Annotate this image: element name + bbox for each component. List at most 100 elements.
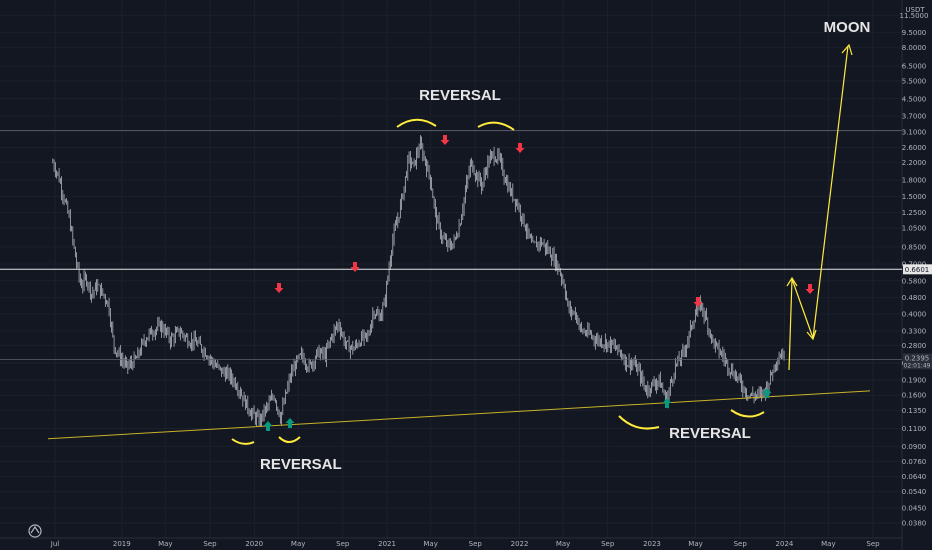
time-tick-label: 2019 bbox=[113, 540, 131, 548]
price-tick-label: 0.0900 bbox=[902, 443, 927, 451]
curve-top-1 bbox=[396, 118, 437, 128]
annotation-moon: MOON bbox=[824, 19, 871, 36]
price-tick-label: 6.5000 bbox=[902, 63, 927, 71]
time-tick-label: May bbox=[423, 540, 437, 548]
price-tick-label: 0.0380 bbox=[902, 519, 927, 527]
up-arrow bbox=[762, 388, 772, 398]
price-tick-label: 1.8000 bbox=[902, 177, 927, 185]
arrow-shaft bbox=[288, 423, 292, 428]
projection-path[interactable] bbox=[788, 45, 849, 371]
down-arrow bbox=[693, 297, 703, 307]
arrow-shaft bbox=[266, 426, 270, 431]
currency-label: USDT bbox=[905, 6, 925, 14]
up-arrow bbox=[285, 418, 295, 428]
price-tick-label: 0.1600 bbox=[902, 392, 927, 400]
time-tick-label: May bbox=[291, 540, 305, 548]
price-tick-label: 0.5800 bbox=[902, 277, 927, 285]
price-tick-label: 0.0450 bbox=[902, 504, 927, 512]
current-price-badge bbox=[903, 353, 932, 370]
time-tick-label: Sep bbox=[336, 540, 350, 548]
price-tick-label: 3.1000 bbox=[902, 128, 927, 136]
arrow-shaft bbox=[808, 284, 812, 289]
arrow-head bbox=[693, 302, 703, 307]
arrow-head bbox=[285, 418, 295, 423]
curve-bottom-1 bbox=[231, 438, 255, 445]
price-tick-label: 0.0760 bbox=[902, 458, 927, 466]
bar-countdown-label: 02:01:49 bbox=[904, 362, 931, 369]
arrow-shaft bbox=[665, 403, 669, 408]
level-price-label: 0.6601 bbox=[905, 266, 930, 274]
down-arrow bbox=[515, 143, 525, 153]
arrow-shaft bbox=[277, 283, 281, 288]
down-arrow bbox=[274, 283, 284, 293]
price-tick-label: 3.7000 bbox=[902, 113, 927, 121]
price-tick-label: 4.5000 bbox=[902, 95, 927, 103]
price-tick-label: 0.4000 bbox=[902, 310, 927, 318]
price-tick-label: 0.1100 bbox=[902, 425, 927, 433]
arrow-head bbox=[662, 398, 672, 403]
price-tick-label: 0.2800 bbox=[902, 342, 927, 350]
curve-bottom-2 bbox=[278, 436, 301, 443]
price-tick-label: 2.6000 bbox=[902, 144, 927, 152]
down-arrow bbox=[440, 135, 450, 145]
support-trend-line[interactable] bbox=[47, 390, 871, 440]
annotation-reversal-top: REVERSAL bbox=[419, 87, 501, 104]
time-tick-label: 2024 bbox=[776, 540, 794, 548]
annotation-reversal-bottom-left: REVERSAL bbox=[260, 456, 342, 473]
curve-bottom-3 bbox=[618, 415, 660, 430]
price-tick-label: 5.5000 bbox=[902, 77, 927, 85]
projection-arrowhead bbox=[841, 43, 853, 56]
time-tick-label: 2023 bbox=[643, 540, 661, 548]
price-tick-label: 11.5000 bbox=[900, 12, 929, 20]
price-tick-label: 8.0000 bbox=[902, 44, 927, 52]
price-tick-label: 0.1900 bbox=[902, 376, 927, 384]
arrow-head bbox=[805, 289, 815, 294]
time-tick-label: Sep bbox=[469, 540, 483, 548]
annotation-reversal-bottom-right: REVERSAL bbox=[669, 425, 751, 442]
price-tick-label: 1.0500 bbox=[902, 225, 927, 233]
up-arrow bbox=[662, 398, 672, 408]
time-tick-label: 2021 bbox=[378, 540, 396, 548]
curve-top-2 bbox=[477, 121, 515, 131]
time-tick-label: May bbox=[688, 540, 702, 548]
arrow-head bbox=[515, 148, 525, 153]
time-axis[interactable]: Jul 2019 May Sep 2020 May Sep 2021 May Sep 2022 May… bbox=[0, 537, 902, 548]
projection-arrowhead bbox=[806, 329, 817, 341]
down-arrow bbox=[350, 262, 360, 272]
drawings bbox=[0, 43, 902, 445]
curve-bottom-4 bbox=[730, 409, 765, 418]
arrow-shaft bbox=[443, 135, 447, 140]
price-tick-label: 0.3300 bbox=[902, 327, 927, 335]
arrow-head bbox=[263, 421, 273, 426]
arrow-shaft bbox=[765, 393, 769, 398]
price-tick-label: 1.5000 bbox=[902, 193, 927, 201]
time-tick-label: Jul bbox=[50, 540, 60, 548]
down-arrow bbox=[805, 284, 815, 294]
time-tick-label: Sep bbox=[734, 540, 748, 548]
arrow-shaft bbox=[518, 143, 522, 148]
time-tick-label: Sep bbox=[866, 540, 880, 548]
arrow-head bbox=[440, 140, 450, 145]
level-price-badge bbox=[903, 264, 932, 275]
current-price-label: 0.2395 bbox=[905, 354, 930, 362]
time-tick-label: May bbox=[821, 540, 835, 548]
arrow-shaft bbox=[353, 262, 357, 267]
price-tick-label: 0.0540 bbox=[902, 488, 927, 496]
time-tick-label: May bbox=[158, 540, 172, 548]
price-axis[interactable]: 11.5000 9.5000 8.0000 6.5000 5.5000 4.5000 3.7… bbox=[900, 0, 932, 550]
tradingview-logo[interactable] bbox=[28, 524, 42, 538]
time-tick-label: 2022 bbox=[511, 540, 529, 548]
time-tick-label: Sep bbox=[203, 540, 217, 548]
time-tick-label: Sep bbox=[601, 540, 615, 548]
arrow-head bbox=[350, 267, 360, 272]
arrow-shaft bbox=[696, 297, 700, 302]
price-tick-label: 1.2500 bbox=[902, 209, 927, 217]
price-tick-label: 0.4800 bbox=[902, 294, 927, 302]
price-tick-label: 0.1350 bbox=[902, 407, 927, 415]
arrow-head bbox=[762, 388, 772, 393]
up-arrow bbox=[263, 421, 273, 431]
projection-arrowhead bbox=[786, 276, 798, 287]
price-tick-label: 0.8500 bbox=[902, 243, 927, 251]
